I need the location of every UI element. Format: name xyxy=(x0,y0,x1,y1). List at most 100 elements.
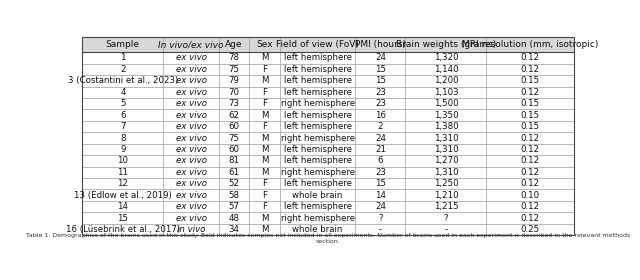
Text: 62: 62 xyxy=(228,111,239,120)
Text: 1,140: 1,140 xyxy=(433,65,458,74)
Text: left hemisphere: left hemisphere xyxy=(284,156,351,165)
Bar xyxy=(486,87,573,98)
Bar xyxy=(163,178,219,190)
Text: 15: 15 xyxy=(375,65,386,74)
Text: F: F xyxy=(262,65,268,74)
Text: ex vivo: ex vivo xyxy=(175,214,207,223)
Bar xyxy=(486,121,573,132)
Bar xyxy=(355,155,406,167)
Text: 15: 15 xyxy=(375,179,386,188)
Bar xyxy=(83,190,163,201)
Bar xyxy=(219,87,250,98)
Bar xyxy=(163,109,219,121)
Bar xyxy=(355,75,406,87)
Bar xyxy=(486,52,573,64)
Bar xyxy=(219,167,250,178)
Bar xyxy=(280,98,355,109)
Bar xyxy=(280,64,355,75)
Text: 0.12: 0.12 xyxy=(520,134,540,143)
Text: Field of view (FoV): Field of view (FoV) xyxy=(276,40,359,49)
Bar xyxy=(163,87,219,98)
Bar xyxy=(219,190,250,201)
Text: 24: 24 xyxy=(375,134,386,143)
Bar xyxy=(219,155,250,167)
Bar xyxy=(250,212,280,224)
Bar xyxy=(280,52,355,64)
Bar xyxy=(250,224,280,235)
Text: 79: 79 xyxy=(228,76,239,85)
Bar xyxy=(250,155,280,167)
Bar xyxy=(219,178,250,190)
Bar xyxy=(83,98,163,109)
Bar xyxy=(406,190,486,201)
Text: 0.10: 0.10 xyxy=(520,191,540,200)
Text: 34: 34 xyxy=(228,225,239,234)
Text: 0.12: 0.12 xyxy=(520,88,540,97)
Text: 0.12: 0.12 xyxy=(520,202,540,211)
Bar xyxy=(83,109,163,121)
Text: left hemisphere: left hemisphere xyxy=(284,179,351,188)
Text: 5: 5 xyxy=(120,99,125,108)
Text: 6: 6 xyxy=(378,156,383,165)
Bar xyxy=(83,178,163,190)
Bar xyxy=(280,132,355,144)
Text: 1,310: 1,310 xyxy=(433,134,458,143)
Bar xyxy=(250,167,280,178)
Text: 78: 78 xyxy=(228,53,239,62)
Bar xyxy=(83,75,163,87)
Text: 61: 61 xyxy=(228,168,239,177)
Text: right hemisphere: right hemisphere xyxy=(280,134,355,143)
Text: Sample: Sample xyxy=(106,40,140,49)
Bar xyxy=(355,224,406,235)
Bar xyxy=(280,212,355,224)
Text: ex vivo: ex vivo xyxy=(175,111,207,120)
Text: 6: 6 xyxy=(120,111,125,120)
Bar xyxy=(406,109,486,121)
Text: M: M xyxy=(261,214,268,223)
Text: F: F xyxy=(262,88,268,97)
Bar xyxy=(83,212,163,224)
Text: right hemisphere: right hemisphere xyxy=(280,214,355,223)
Bar xyxy=(355,37,406,52)
Text: F: F xyxy=(262,179,268,188)
Text: 0.12: 0.12 xyxy=(520,65,540,74)
Bar xyxy=(163,121,219,132)
Bar xyxy=(219,201,250,212)
Text: 23: 23 xyxy=(375,99,386,108)
Text: -: - xyxy=(379,225,382,234)
Text: M: M xyxy=(261,76,268,85)
Bar xyxy=(219,144,250,155)
Text: 15: 15 xyxy=(117,214,129,223)
Text: 0.15: 0.15 xyxy=(520,76,540,85)
Text: 60: 60 xyxy=(228,145,239,154)
Bar xyxy=(355,212,406,224)
Text: 1,200: 1,200 xyxy=(433,76,458,85)
Bar xyxy=(355,167,406,178)
Text: 57: 57 xyxy=(228,202,239,211)
Text: 14: 14 xyxy=(117,202,129,211)
Text: 1,310: 1,310 xyxy=(433,168,458,177)
Bar xyxy=(406,144,486,155)
Text: 0.15: 0.15 xyxy=(520,122,540,131)
Bar xyxy=(355,98,406,109)
Text: ex vivo: ex vivo xyxy=(175,168,207,177)
Text: ?: ? xyxy=(444,214,448,223)
Text: 21: 21 xyxy=(375,145,386,154)
Bar xyxy=(250,201,280,212)
Bar xyxy=(163,37,219,52)
Text: 1,380: 1,380 xyxy=(433,122,458,131)
Text: ex vivo: ex vivo xyxy=(175,122,207,131)
Bar xyxy=(250,87,280,98)
Bar xyxy=(163,155,219,167)
Bar xyxy=(219,109,250,121)
Text: 7: 7 xyxy=(120,122,125,131)
Text: ex vivo: ex vivo xyxy=(175,156,207,165)
Bar xyxy=(219,132,250,144)
Text: ex vivo: ex vivo xyxy=(175,99,207,108)
Bar xyxy=(250,144,280,155)
Text: ex vivo: ex vivo xyxy=(175,179,207,188)
Text: 1: 1 xyxy=(120,53,125,62)
Text: left hemisphere: left hemisphere xyxy=(284,111,351,120)
Bar xyxy=(163,98,219,109)
Text: left hemisphere: left hemisphere xyxy=(284,53,351,62)
